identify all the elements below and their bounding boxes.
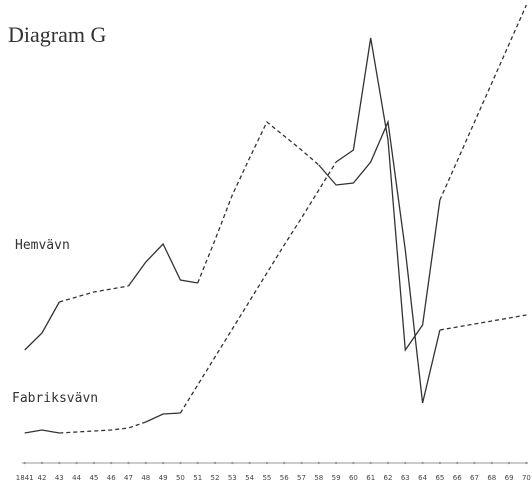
- x-tick-label: 53: [228, 474, 237, 482]
- x-tick: [40, 461, 44, 465]
- x-tick: [127, 461, 130, 465]
- x-tick-label: 43: [55, 474, 64, 482]
- x-tick-label: 64: [418, 474, 427, 482]
- x-tick: [179, 461, 182, 465]
- x-tick-label: 65: [435, 474, 444, 482]
- x-tick: [386, 461, 390, 465]
- x-tick: [110, 461, 113, 465]
- x-tick: [196, 461, 199, 465]
- x-tick-label: 60: [349, 474, 358, 482]
- line-series: [59, 285, 129, 303]
- chart-title: Diagram G: [8, 22, 106, 47]
- line-series: [197, 120, 320, 284]
- x-tick-label: 42: [38, 474, 47, 482]
- x-tick-label: 70: [522, 474, 531, 482]
- x-tick: [161, 461, 165, 465]
- x-tick-label: 55: [262, 474, 271, 482]
- x-tick: [213, 461, 217, 465]
- line-series: [24, 301, 60, 351]
- x-tick: [473, 461, 476, 465]
- line-series: [179, 161, 337, 414]
- x-tick-label: 51: [193, 474, 202, 482]
- x-tick: [525, 461, 528, 465]
- x-tick: [456, 461, 459, 465]
- x-tick-label: 59: [332, 474, 341, 482]
- line-series: [439, 314, 527, 331]
- x-tick: [58, 461, 61, 465]
- series-label: Hemvävn: [15, 238, 70, 253]
- x-tick-label: 62: [384, 474, 393, 482]
- x-tick-label: 66: [453, 474, 462, 482]
- line-series: [439, 4, 527, 201]
- x-tick: [438, 461, 442, 465]
- x-tick: [404, 461, 407, 465]
- line-series: [127, 242, 198, 287]
- x-tick: [231, 461, 234, 465]
- x-tick: [490, 461, 493, 465]
- x-tick-label: 57: [297, 474, 306, 482]
- x-tick-label: 63: [401, 474, 410, 482]
- x-tick-label: 46: [107, 474, 116, 482]
- x-tick: [300, 461, 303, 465]
- line-series: [335, 37, 441, 352]
- x-tick-label: 52: [211, 474, 220, 482]
- x-tick-label: 54: [245, 474, 254, 482]
- x-tick-label: 67: [470, 474, 479, 482]
- x-tick: [23, 461, 26, 465]
- x-tick-label: 58: [314, 474, 323, 482]
- x-tick: [265, 461, 269, 465]
- x-tick-label: 49: [159, 474, 168, 482]
- x-tick-label: 1841: [16, 474, 34, 482]
- x-tick: [283, 461, 286, 465]
- x-tick-label: 47: [124, 474, 133, 482]
- x-tick: [352, 461, 355, 465]
- line-series: [145, 412, 181, 423]
- line-series: [24, 429, 60, 434]
- x-tick: [144, 461, 147, 465]
- x-tick: [421, 461, 424, 465]
- x-tick: [92, 461, 96, 465]
- x-tick-label: 48: [141, 474, 150, 482]
- x-tick-label: 68: [487, 474, 496, 482]
- x-tick-label: 56: [280, 474, 289, 482]
- x-tick: [75, 461, 78, 465]
- x-tick: [334, 461, 338, 465]
- x-tick: [507, 461, 511, 465]
- x-tick-label: 50: [176, 474, 185, 482]
- x-tick: [369, 461, 372, 465]
- x-tick: [248, 461, 251, 465]
- x-tick-label: 44: [72, 474, 81, 482]
- x-tick-label: 45: [89, 474, 98, 482]
- line-series: [59, 421, 147, 434]
- series-label: Fabriksvävn: [12, 391, 98, 406]
- line-series: [318, 119, 441, 404]
- x-tick: [317, 461, 320, 465]
- x-tick-label: 69: [505, 474, 514, 482]
- x-tick-label: 61: [366, 474, 375, 482]
